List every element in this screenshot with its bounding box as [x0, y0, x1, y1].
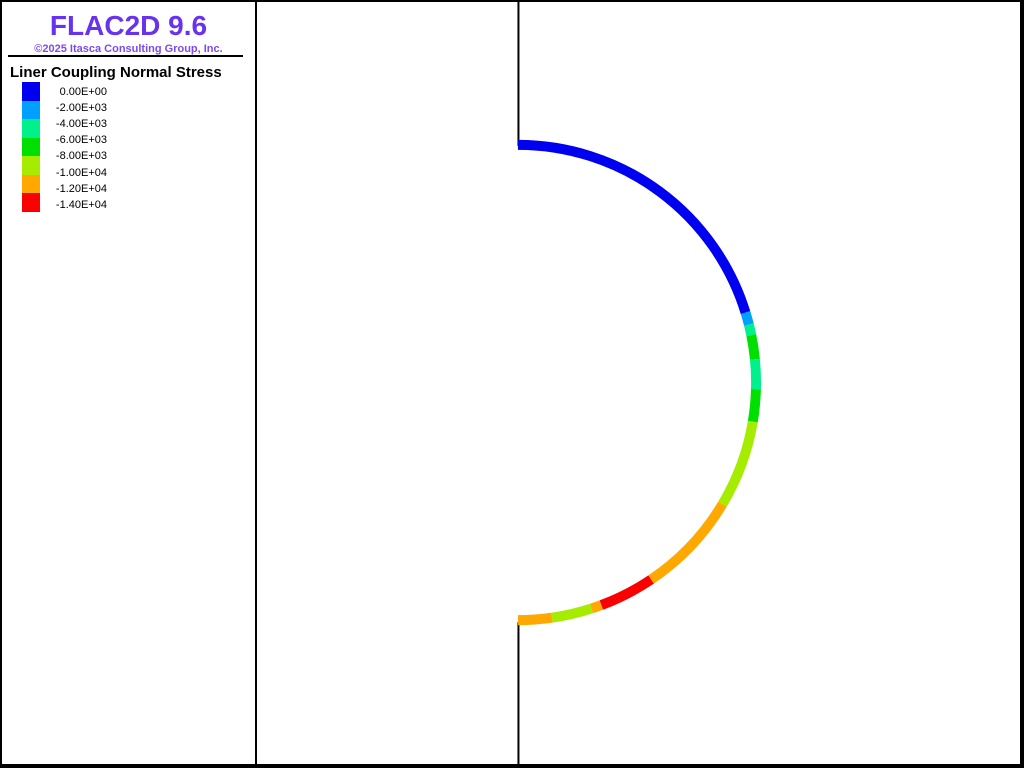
panel-divider-line [255, 2, 257, 764]
liner-arc-segment-2 [744, 323, 757, 337]
legend-swatch-3 [22, 137, 40, 157]
legend-panel: FLAC2D 9.6 ©2025 Itasca Consulting Group… [2, 2, 255, 764]
legend-label-0: 0.00E+00 [59, 86, 107, 98]
legend-value-labels: 0.00E+00 -2.00E+03 -4.00E+03 -6.00E+03 -8.00… [49, 84, 107, 213]
legend-label-6: -1.20E+04 [55, 182, 107, 195]
liner-arc-segment-1 [740, 311, 754, 326]
liner-arc-segment-0 [517, 139, 751, 315]
legend-label-4: -8.00E+03 [55, 150, 107, 163]
copyright-text: ©2025 Itasca Consulting Group, Inc. [34, 43, 223, 55]
legend-title: Liner Coupling Normal Stress [10, 64, 222, 81]
legend-swatch-0 [22, 82, 40, 101]
legend-swatch-4 [22, 156, 40, 175]
liner-arc-segment-7 [648, 501, 727, 584]
liner-arc-segment-8 [599, 575, 654, 610]
legend-label-1: -2.00E+03 [55, 102, 107, 115]
legend-label-7: -1.40E+04 [55, 198, 107, 211]
legend-swatch-1 [22, 100, 40, 120]
liner-arc-segment-10 [551, 603, 594, 623]
legend-label-3: -6.00E+03 [55, 134, 107, 147]
liner-arc-segment-9 [589, 600, 604, 614]
legend-swatch-6 [22, 193, 40, 213]
legend-label-5: -1.00E+04 [55, 166, 107, 179]
app-title: FLAC2D 9.6 [49, 10, 208, 41]
liner-arc-segment-5 [747, 388, 761, 423]
liner-arc-segment-11 [517, 612, 553, 626]
liner-arc-segment-6 [718, 420, 758, 507]
liner-arc-segment-3 [746, 334, 760, 360]
legend-separator-rule [8, 55, 243, 57]
legend-body: 0.00E+00 -2.00E+03 -4.00E+03 -6.00E+03 -8.00… [22, 82, 107, 213]
liner-arc-segment-4 [749, 358, 762, 390]
legend-swatch-5 [22, 174, 40, 194]
legend-label-2: -4.00E+03 [55, 118, 107, 131]
legend-color-bar [22, 82, 40, 213]
legend-swatch-2 [22, 119, 40, 138]
